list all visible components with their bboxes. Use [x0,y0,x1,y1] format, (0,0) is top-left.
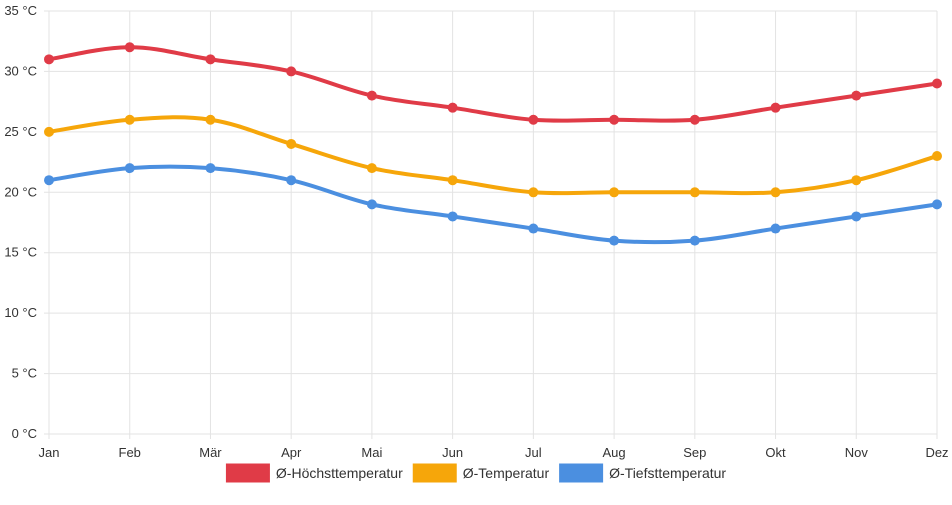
x-tick-label: Dez [925,445,948,460]
data-point[interactable] [528,223,539,234]
y-tick-label: 30 °C [4,63,37,78]
data-point[interactable] [44,175,54,186]
x-tick-label: Feb [119,445,141,460]
y-tick-label: 5 °C [12,366,37,381]
y-axis-ticks: 0 °C 5 °C 10 °C 15 °C 20 °C 25 °C 30 °C 35 °C [4,3,37,441]
series [44,42,942,246]
data-point[interactable] [851,90,862,101]
data-point[interactable] [447,102,458,113]
data-point[interactable] [770,223,781,234]
x-tick-label: Mai [361,445,382,460]
data-point[interactable] [366,90,377,101]
data-point[interactable] [932,78,942,89]
data-point[interactable] [205,114,216,125]
data-point[interactable] [609,235,620,246]
data-point[interactable] [770,102,781,113]
data-point[interactable] [44,54,54,65]
y-tick-label: 0 °C [12,426,37,441]
x-tick-label: Jul [525,445,542,460]
data-point[interactable] [124,42,135,53]
legend-item[interactable]: Ø-Temperatur [412,463,550,483]
x-tick-label: Jun [442,445,463,460]
data-point[interactable] [205,163,216,174]
series-line-2 [47,115,939,196]
x-tick-label: Nov [845,445,869,460]
x-tick-label: Jan [39,445,60,460]
legend-swatch [412,463,457,483]
legend-item[interactable]: Ø-Höchsttemperatur [225,463,403,483]
series-line-1 [47,45,939,123]
data-point[interactable] [689,235,700,246]
data-point[interactable] [609,114,620,125]
data-point[interactable] [366,163,377,174]
data-point[interactable] [44,126,54,137]
y-tick-label: 20 °C [4,184,37,199]
data-point[interactable] [447,211,458,222]
legend-label: Ø-Temperatur [463,465,550,481]
legend-swatch [225,463,270,483]
data-point[interactable] [689,187,700,198]
data-point[interactable] [124,114,135,125]
y-tick-label: 35 °C [4,3,37,18]
data-point[interactable] [528,114,539,125]
legend[interactable]: Ø-Höchsttemperatur Ø-Temperatur Ø-Tiefstte… [225,463,726,483]
x-tick-label: Okt [765,445,786,460]
legend-label: Ø-Tiefsttemperatur [609,465,726,481]
data-point[interactable] [851,175,862,186]
data-point[interactable] [689,114,700,125]
x-tick-label: Apr [281,445,302,460]
y-tick-label: 15 °C [4,245,37,260]
y-tick-label: 10 °C [4,305,37,320]
data-point[interactable] [528,187,539,198]
data-point[interactable] [286,66,297,77]
x-axis-ticks: Jan Feb Mär Apr Mai Jun Jul Aug Sep Okt Nov Dez [39,445,949,460]
legend-swatch [559,463,604,483]
data-point[interactable] [447,175,458,186]
data-point[interactable] [770,187,781,198]
x-tick-label: Mär [199,445,222,460]
data-point[interactable] [851,211,862,222]
data-point[interactable] [286,138,297,149]
legend-item[interactable]: Ø-Tiefsttemperatur [559,463,726,483]
data-point[interactable] [124,163,135,174]
legend-label: Ø-Höchsttemperatur [276,465,403,481]
data-point[interactable] [286,175,297,186]
data-point[interactable] [609,187,620,198]
x-tick-label: Aug [603,445,626,460]
data-point[interactable] [932,199,942,210]
x-tick-label: Sep [683,445,706,460]
data-point[interactable] [366,199,377,210]
data-point[interactable] [932,151,942,162]
series-line-3 [47,164,939,245]
data-point[interactable] [205,54,216,65]
y-tick-label: 25 °C [4,124,37,139]
